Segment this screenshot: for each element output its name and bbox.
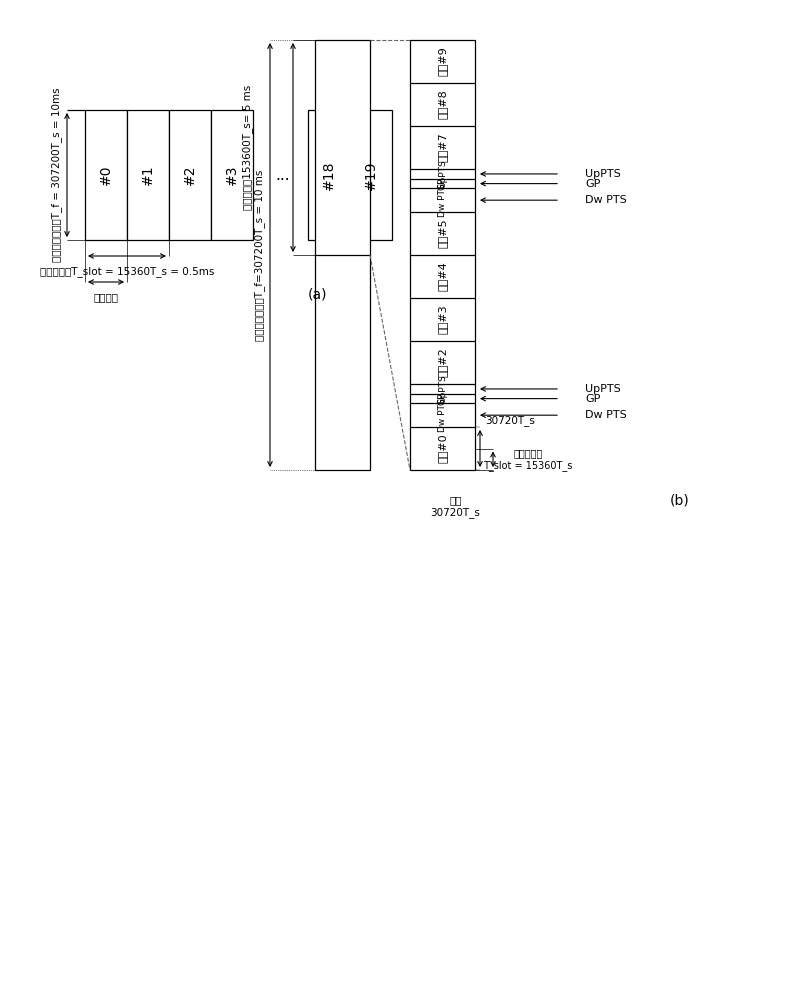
Bar: [85, 110, 127, 240]
Bar: [314, 40, 370, 470]
Text: 30720T_s: 30720T_s: [484, 415, 534, 426]
Text: UpPTS: UpPTS: [437, 160, 447, 188]
Text: GP: GP: [437, 177, 447, 190]
Text: 子帧#2: 子帧#2: [437, 348, 447, 377]
Text: 子帧#7: 子帧#7: [437, 133, 447, 162]
Text: #3: #3: [225, 165, 239, 185]
Text: GP: GP: [585, 394, 600, 404]
Text: #19: #19: [363, 160, 378, 190]
Text: #2: #2: [183, 165, 196, 185]
Bar: [168, 110, 211, 240]
Text: (b): (b): [670, 493, 689, 507]
Bar: [127, 110, 168, 240]
Text: 子帧#9: 子帧#9: [437, 47, 447, 76]
Text: #1: #1: [141, 165, 155, 185]
Bar: [350, 110, 391, 240]
Text: 子帧#5: 子帧#5: [437, 219, 447, 248]
Text: Dw PTS: Dw PTS: [437, 183, 447, 217]
Text: UpPTS: UpPTS: [585, 169, 620, 179]
Text: #0: #0: [99, 165, 113, 185]
Text: UpPTS: UpPTS: [585, 384, 620, 394]
Text: #18: #18: [322, 160, 335, 190]
Text: 子帧#0: 子帧#0: [437, 434, 447, 463]
Text: 一个子帧: 一个子帧: [93, 292, 119, 302]
Text: 子帧#8: 子帧#8: [437, 90, 447, 119]
Text: 子帧#4: 子帧#4: [437, 262, 447, 291]
Text: 一个半帧，153600T_s= 5 ms: 一个半帧，153600T_s= 5 ms: [242, 85, 253, 210]
Text: Dw PTS: Dw PTS: [585, 195, 626, 205]
Text: UpPTS: UpPTS: [437, 375, 447, 403]
Text: 一个无线电帧，T_f = 307200T_s = 10ms: 一个无线电帧，T_f = 307200T_s = 10ms: [51, 88, 63, 262]
Text: ...: ...: [275, 167, 290, 182]
Text: 一个时隙，T_slot = 15360T_s = 0.5ms: 一个时隙，T_slot = 15360T_s = 0.5ms: [40, 266, 214, 277]
Text: 子帧
30720T_s: 子帧 30720T_s: [430, 495, 480, 518]
Text: Dw PTS: Dw PTS: [437, 398, 447, 432]
Bar: [308, 110, 350, 240]
Bar: [211, 110, 253, 240]
Text: (a): (a): [308, 288, 327, 302]
Bar: [410, 40, 475, 470]
Text: 子帧#3: 子帧#3: [437, 305, 447, 334]
Text: 一个无线电帧，T_f=307200T_s = 10 ms: 一个无线电帧，T_f=307200T_s = 10 ms: [254, 169, 265, 341]
Text: GP: GP: [437, 392, 447, 405]
Text: Dw PTS: Dw PTS: [585, 410, 626, 420]
Text: GP: GP: [585, 179, 600, 189]
Text: 一个时隙，
T_slot = 15360T_s: 一个时隙， T_slot = 15360T_s: [483, 448, 572, 471]
